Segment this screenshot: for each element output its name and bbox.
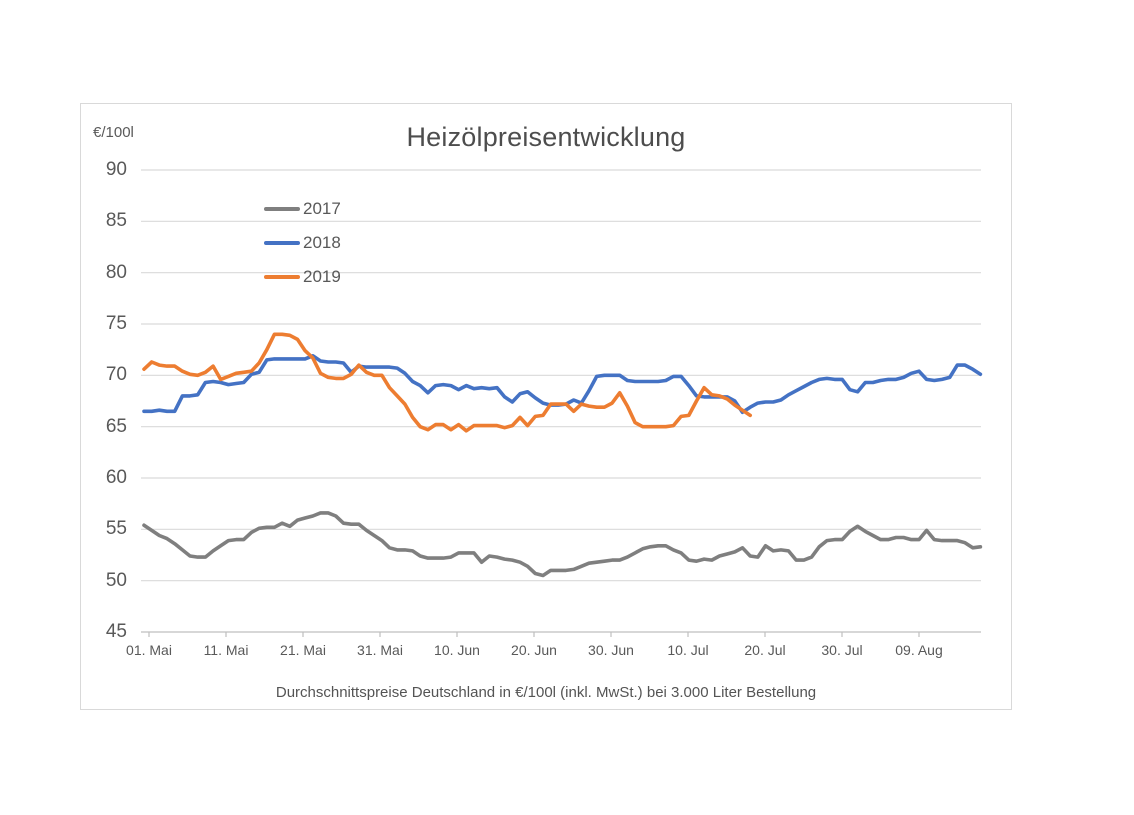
- legend: 2017 2018 2019: [264, 198, 341, 300]
- y-axis-tick-label: 90: [105, 159, 127, 180]
- series-line-2017: [142, 511, 983, 578]
- y-axis-tick-label: 45: [105, 621, 127, 642]
- x-axis-tick-label: 20. Jun: [511, 642, 557, 658]
- heating-oil-price-chart: €/100l Heizölpreisentwicklung 2017 2018 …: [80, 103, 1012, 710]
- y-axis-tick-label: 75: [105, 313, 127, 334]
- y-axis-unit-label: €/100l: [93, 124, 134, 141]
- x-axis-tick-label: 11. Mai: [203, 642, 249, 658]
- legend-swatch-2017: [264, 206, 300, 212]
- chart-title: Heizölpreisentwicklung: [406, 122, 686, 152]
- y-axis-tick-label: 70: [105, 364, 127, 386]
- legend-label-2018: 2018: [303, 233, 341, 252]
- legend-swatch-2018: [264, 240, 300, 246]
- x-axis-tick-label: 20. Jul: [744, 642, 786, 658]
- x-axis-tick-label: 21. Mai: [280, 642, 326, 658]
- y-axis-tick-label: 55: [105, 518, 127, 540]
- legend-item-2019: 2019: [264, 266, 341, 288]
- y-axis-tick-label: 65: [105, 415, 127, 437]
- x-axis-tick-label: 10. Jul: [667, 642, 709, 658]
- legend-item-2018: 2018: [264, 232, 341, 254]
- x-axis-tick-label: 30. Jul: [821, 642, 863, 658]
- x-axis-tick-label: 31. Mai: [357, 642, 403, 658]
- x-axis-tick-label: 01. Mai: [126, 642, 172, 658]
- x-axis-tick-label: 30. Jun: [588, 642, 634, 658]
- y-axis-tick-label: 85: [105, 210, 127, 232]
- legend-item-2017: 2017: [264, 198, 341, 220]
- legend-label-2017: 2017: [303, 199, 341, 218]
- line-chart-plot-area: [141, 169, 983, 638]
- x-axis-tick-label: 10. Jun: [434, 642, 480, 658]
- y-axis-tick-label: 80: [105, 261, 127, 283]
- legend-swatch-2019: [264, 274, 300, 280]
- y-axis-tick-label: 50: [105, 569, 127, 591]
- y-axis-tick-label: 60: [105, 467, 127, 488]
- legend-label-2019: 2019: [303, 267, 341, 286]
- x-axis-tick-label: 09. Aug: [895, 642, 943, 658]
- chart-caption: Durchschnittspreise Deutschland in €/100…: [275, 684, 817, 701]
- series-line-2019: [142, 332, 753, 433]
